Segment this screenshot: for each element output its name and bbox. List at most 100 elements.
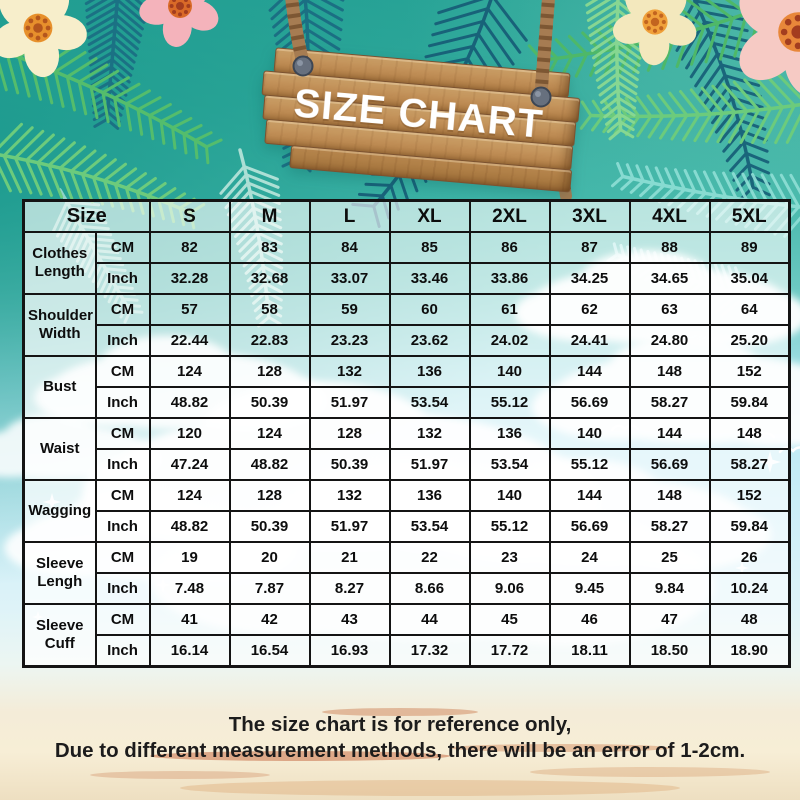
size-value-cell: 59.84 xyxy=(708,510,791,543)
size-value-cell: 144 xyxy=(628,417,711,450)
size-value-cell: 140 xyxy=(548,417,631,450)
size-value-cell: 32.28 xyxy=(148,262,231,295)
size-value-cell: 59 xyxy=(308,293,391,326)
size-value-cell: 17.32 xyxy=(388,634,471,668)
size-value-cell: 55.12 xyxy=(548,448,631,481)
unit-inch-cell: Inch xyxy=(94,448,151,481)
unit-cm-cell: CM xyxy=(94,479,151,512)
size-value-cell: 53.54 xyxy=(388,386,471,419)
size-value-cell: 16.93 xyxy=(308,634,391,668)
row-label-wagging: Wagging xyxy=(22,479,97,543)
size-value-cell: 58.27 xyxy=(628,386,711,419)
size-value-cell: 148 xyxy=(628,355,711,388)
size-value-cell: 41 xyxy=(148,603,231,636)
size-value-cell: 47.24 xyxy=(148,448,231,481)
size-value-cell: 18.50 xyxy=(628,634,711,668)
size-value-cell: 128 xyxy=(308,417,391,450)
size-value-cell: 144 xyxy=(548,355,631,388)
size-value-cell: 124 xyxy=(148,355,231,388)
size-value-cell: 88 xyxy=(628,231,711,264)
size-value-cell: 16.14 xyxy=(148,634,231,668)
header-row: Size S M L XL 2XL 3XL 4XL 5XL xyxy=(22,199,791,233)
size-value-cell: 82 xyxy=(148,231,231,264)
size-value-cell: 8.27 xyxy=(308,572,391,605)
size-value-cell: 19 xyxy=(148,541,231,574)
size-value-cell: 20 xyxy=(228,541,311,574)
size-value-cell: 22.83 xyxy=(228,324,311,357)
size-value-cell: 45 xyxy=(468,603,551,636)
size-value-cell: 58 xyxy=(228,293,311,326)
size-value-cell: 48.82 xyxy=(148,386,231,419)
size-value-cell: 86 xyxy=(468,231,551,264)
size-value-cell: 17.72 xyxy=(468,634,551,668)
unit-inch-cell: Inch xyxy=(94,634,151,668)
footer-note: The size chart is for reference only, Du… xyxy=(0,712,800,764)
size-value-cell: 84 xyxy=(308,231,391,264)
size-value-cell: 33.46 xyxy=(388,262,471,295)
size-value-cell: 50.39 xyxy=(228,386,311,419)
measure-row-sleeve-cuff-inch: Inch 16.14 16.54 16.93 17.32 17.72 18.11 18.50 1… xyxy=(24,634,791,668)
tropical-flower xyxy=(739,0,800,98)
size-header-cell: Size xyxy=(22,199,151,233)
unit-cm-cell: CM xyxy=(94,293,151,326)
size-col-header-M: M xyxy=(228,199,311,233)
measure-row-bust-cm: Bust CM 124 128 132 136 140 144 148 152 xyxy=(22,355,791,419)
size-value-cell: 55.12 xyxy=(468,386,551,419)
size-value-cell: 25.20 xyxy=(708,324,791,357)
size-value-cell: 62 xyxy=(548,293,631,326)
size-value-cell: 89 xyxy=(708,231,791,264)
size-value-cell: 24.02 xyxy=(468,324,551,357)
size-value-cell: 56.69 xyxy=(628,448,711,481)
unit-cm-cell: CM xyxy=(94,603,151,636)
size-value-cell: 9.06 xyxy=(468,572,551,605)
size-value-cell: 33.07 xyxy=(308,262,391,295)
row-label-clothes-length: Clothes Length xyxy=(22,231,97,295)
size-value-cell: 7.87 xyxy=(228,572,311,605)
size-value-cell: 18.90 xyxy=(708,634,791,668)
size-col-header-S: S xyxy=(148,199,231,233)
size-value-cell: 44 xyxy=(388,603,471,636)
row-label-sleeve-lengh: Sleeve Lengh xyxy=(22,541,97,605)
footer-line-1: The size chart is for reference only, xyxy=(228,713,572,736)
size-value-cell: 48.82 xyxy=(228,448,311,481)
size-value-cell: 24.41 xyxy=(548,324,631,357)
size-value-cell: 87 xyxy=(548,231,631,264)
size-col-header-2XL: 2XL xyxy=(468,199,551,233)
size-value-cell: 58.27 xyxy=(708,448,791,481)
size-col-header-XL: XL xyxy=(388,199,471,233)
tropical-flower xyxy=(612,0,697,66)
size-value-cell: 34.65 xyxy=(628,262,711,295)
unit-cm-cell: CM xyxy=(94,417,151,450)
measure-row-sleeve-lengh-inch: Inch 7.48 7.87 8.27 8.66 9.06 9.45 9.84 10.24 xyxy=(24,572,791,605)
size-value-cell: 21 xyxy=(308,541,391,574)
size-value-cell: 57 xyxy=(148,293,231,326)
size-value-cell: 56.69 xyxy=(548,386,631,419)
unit-cm-cell: CM xyxy=(94,231,151,264)
size-value-cell: 128 xyxy=(228,479,311,512)
size-value-cell: 124 xyxy=(148,479,231,512)
size-value-cell: 26 xyxy=(708,541,791,574)
size-value-cell: 53.54 xyxy=(388,510,471,543)
size-value-cell: 50.39 xyxy=(308,448,391,481)
size-value-cell: 152 xyxy=(708,479,791,512)
size-value-cell: 33.86 xyxy=(468,262,551,295)
size-value-cell: 132 xyxy=(308,355,391,388)
size-chart-table: Size S M L XL 2XL 3XL 4XL 5XL Clothes Length CM 82… xyxy=(22,199,791,668)
size-value-cell: 140 xyxy=(468,479,551,512)
size-col-header-L: L xyxy=(308,199,391,233)
size-value-cell: 128 xyxy=(228,355,311,388)
measure-row-shoulder-width-inch: Inch 22.44 22.83 23.23 23.62 24.02 24.41 24.80 2… xyxy=(24,324,791,357)
sand-streak xyxy=(180,780,680,796)
measure-row-waist-cm: Waist CM 120 124 128 132 136 140 144 148 xyxy=(22,417,791,481)
size-value-cell: 51.97 xyxy=(308,510,391,543)
hanging-wooden-sign: SIZE CHART xyxy=(255,46,581,193)
size-value-cell: 32.68 xyxy=(228,262,311,295)
size-col-header-3XL: 3XL xyxy=(548,199,631,233)
size-value-cell: 24.80 xyxy=(628,324,711,357)
row-label-bust: Bust xyxy=(22,355,97,419)
size-value-cell: 136 xyxy=(388,355,471,388)
size-value-cell: 10.24 xyxy=(708,572,791,605)
palm-frond xyxy=(0,21,223,165)
palm-frond xyxy=(579,71,800,145)
unit-inch-cell: Inch xyxy=(94,386,151,419)
